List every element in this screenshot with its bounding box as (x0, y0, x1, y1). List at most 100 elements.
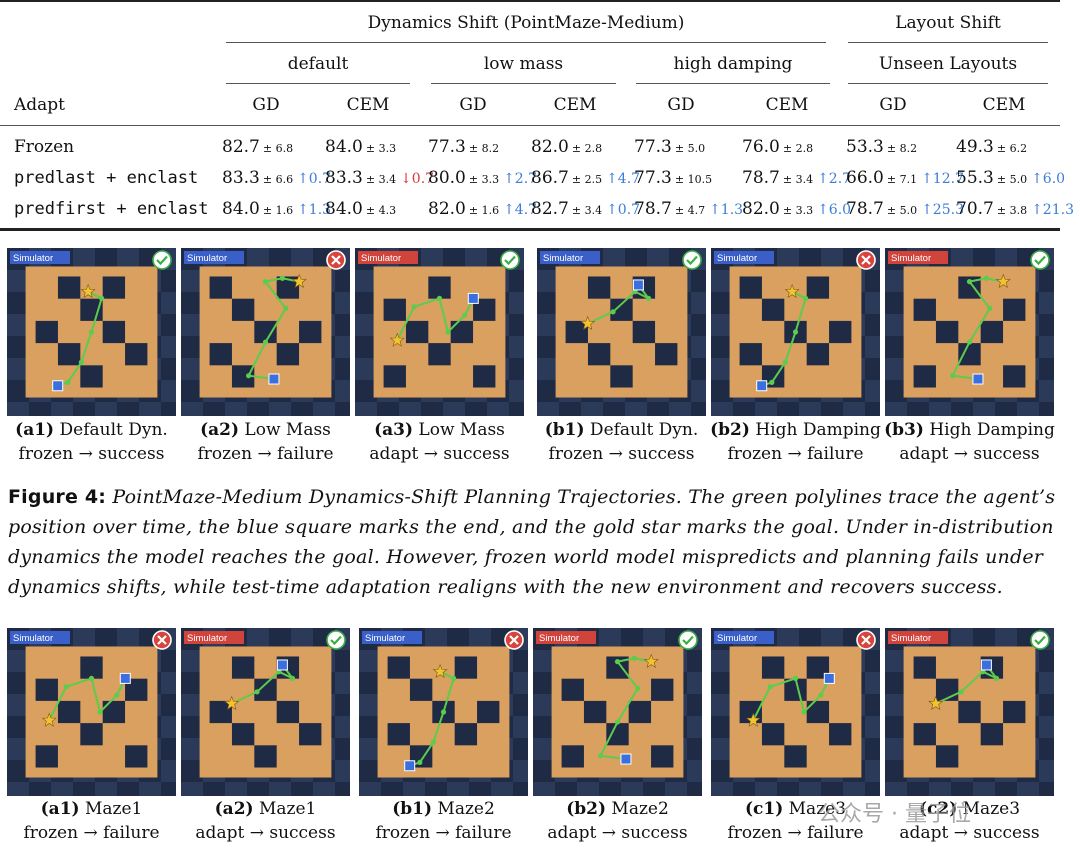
trajectory-point (950, 373, 956, 379)
delta-up: ↑6.0 (1031, 171, 1066, 187)
maze-wall (57, 700, 81, 724)
maze-wall (405, 320, 429, 344)
simulator-badge (184, 631, 244, 644)
maze-wall (610, 298, 633, 321)
end-marker (404, 760, 416, 772)
cell-std: ± 6.8 (262, 142, 294, 155)
maze-panel: Simulator (711, 628, 880, 796)
cell-std: ± 3.4 (571, 204, 603, 217)
cell-std: ± 10.5 (674, 173, 713, 186)
trajectory-point (818, 692, 824, 698)
table-cell: 86.7 ± 2.5 ↑4.7 (531, 168, 640, 190)
simulator-badge (10, 251, 70, 264)
maze-wall (299, 723, 322, 746)
trajectory-point (631, 655, 637, 661)
simulator-badge (888, 251, 948, 264)
maze-wall (80, 723, 103, 746)
panel-outcome: adapt → success (547, 823, 688, 843)
cell-value: 80.0 (428, 168, 466, 188)
maze-wall (806, 656, 830, 679)
panel-title: Default Dyn. (584, 420, 699, 440)
end-marker (119, 672, 131, 684)
trajectory-point (792, 329, 799, 335)
cell-std: ± 3.8 (996, 204, 1028, 217)
maze-wall (913, 365, 936, 388)
cell-value: 82.7 (222, 137, 260, 157)
cell-std: ± 6.6 (262, 173, 294, 186)
success-check-icon (678, 630, 698, 650)
cell-value: 82.0 (742, 199, 780, 219)
maze-wall (655, 343, 678, 366)
panel-label: (a2) (200, 420, 240, 440)
table-bottom-rule (0, 228, 1060, 231)
maze-panel: Simulator (533, 628, 702, 796)
simulator-badge (362, 631, 422, 644)
sub-header-low-mass: low mass (483, 54, 564, 74)
simulator-badge-label: Simulator (543, 253, 583, 264)
panel-caption: (a3) Low Mass adapt → success (349, 418, 530, 466)
cell-value: 77.3 (634, 168, 672, 188)
maze-wall (935, 320, 959, 344)
panel-label: (b1) (392, 799, 433, 819)
panel-title: High Damping (923, 420, 1055, 440)
table-cell: 82.0 ± 3.3 ↑6.0 (742, 199, 851, 221)
panel-caption: (c2) Maze3 adapt → success (879, 797, 1060, 845)
maze-wall (806, 343, 830, 366)
table-cell: 83.3 ± 3.4 ↓0.7 (325, 168, 434, 190)
maze-panel: Simulator (7, 628, 176, 796)
goal-star-icon (580, 315, 596, 330)
maze-wall (477, 700, 500, 724)
cell-std: ± 5.0 (996, 173, 1028, 186)
cell-value: 66.0 (846, 168, 884, 188)
delta-up: ↑21.3 (1031, 202, 1074, 218)
panel-caption: (c1) Maze3 frozen → failure (705, 797, 886, 845)
figure-label: Figure 4: (8, 486, 107, 508)
panel-outcome: adapt → success (195, 823, 336, 843)
maze-wall (209, 276, 232, 299)
success-check-icon (682, 250, 702, 270)
cell-std: ± 3.3 (365, 142, 397, 155)
maze-wall (784, 678, 807, 701)
simulator-badge (540, 251, 600, 264)
delta-up: ↑1.3 (297, 202, 332, 218)
simulator-badge-label: Simulator (365, 633, 405, 644)
table-cell: 70.7 ± 3.8 ↑21.3 (956, 199, 1074, 221)
panel-caption: (b2) Maze2 adapt → success (527, 797, 708, 845)
maze-panel: Simulator (359, 628, 528, 796)
table-cell: 82.7 ± 3.4 ↑0.7 (531, 199, 640, 221)
cell-value: 84.0 (325, 199, 363, 219)
maze-wall (231, 723, 255, 746)
maze-render: Simulator (7, 248, 176, 416)
maze-wall (387, 656, 410, 679)
success-check-icon (500, 250, 520, 270)
maze-wall (651, 678, 674, 701)
trajectory-point (88, 329, 95, 335)
end-marker (756, 380, 768, 392)
cell-value: 83.3 (222, 168, 260, 188)
maze-render: Simulator (711, 628, 880, 796)
cell-std: ± 3.3 (468, 173, 500, 186)
maze-wall (276, 343, 300, 366)
panel-outcome: frozen → failure (197, 444, 334, 464)
maze-render: Simulator (885, 248, 1054, 416)
row-label: predlast + enclast (14, 168, 199, 188)
table-cell: 78.7 ± 4.7 ↑1.3 (634, 199, 743, 221)
simulator-badge (714, 251, 774, 264)
maze-wall (454, 723, 478, 746)
panel-label: (b1) (544, 420, 585, 440)
maze-wall (610, 365, 633, 388)
trajectory-point (767, 684, 773, 690)
maze-wall (276, 700, 300, 724)
group-header-layout: Layout Shift (895, 13, 1001, 33)
maze-wall (913, 298, 936, 321)
delta-up: ↑4.7 (606, 171, 641, 187)
maze-wall (387, 723, 410, 746)
maze-wall (454, 656, 478, 679)
cell-value: 84.0 (222, 199, 260, 219)
panel-label: (c1) (744, 799, 784, 819)
trajectory-point (635, 685, 641, 692)
table-cell: 66.0 ± 7.1 ↑12.7 (846, 168, 964, 190)
table-cell: 55.3 ± 5.0 ↑6.0 (956, 168, 1065, 190)
end-marker (268, 373, 280, 385)
end-marker (52, 380, 64, 392)
